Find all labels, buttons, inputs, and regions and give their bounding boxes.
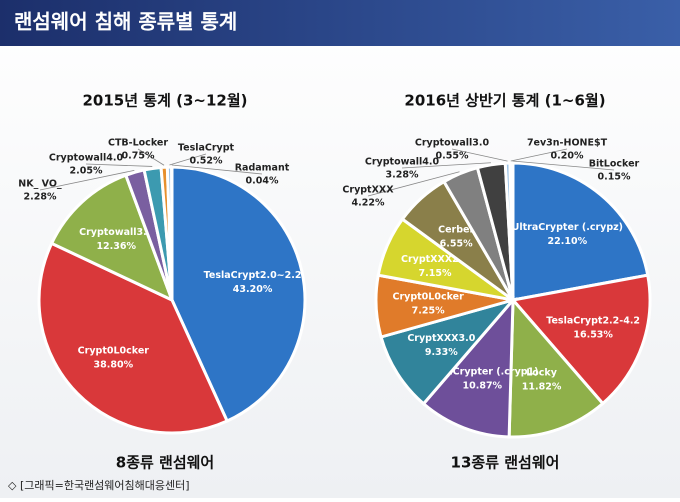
page-title: 랜섬웨어 침해 종류별 통계 xyxy=(14,10,237,34)
slice-label: TeslaCrypt2.2-4.2 xyxy=(546,316,640,327)
slice-value: 38.80% xyxy=(94,359,134,370)
slice-value: 16.53% xyxy=(573,330,613,341)
slice-value: 43.20% xyxy=(233,284,273,295)
chart-subtitle: 8종류 랜섬웨어 xyxy=(116,454,214,472)
slice-label: Cryptowall4.0 xyxy=(49,153,124,164)
slice-label: Crypt0L0cker xyxy=(392,291,464,302)
slice-label: Crypt0L0cker xyxy=(78,345,150,356)
slice-value: 4.22% xyxy=(352,198,385,209)
slice-value: 0.75% xyxy=(122,151,155,162)
slice-label: TeslaCrypt2.0~2.2 xyxy=(204,270,302,281)
slice-label: TeslaCrypt xyxy=(178,143,235,154)
slice-label: Cryptowall4.0 xyxy=(365,157,440,168)
slice-label: Radamant xyxy=(235,163,290,174)
slice-value: 6.55% xyxy=(440,238,473,249)
slice-label: Cryptowall3.0 xyxy=(79,227,154,238)
slice-value: 11.82% xyxy=(522,381,562,392)
slice-value: 7.15% xyxy=(419,268,452,279)
slice-label: NK_ VO_ xyxy=(18,179,62,190)
pie-slice xyxy=(512,163,513,300)
slice-value: 0.04% xyxy=(246,176,279,187)
slice-value: 22.10% xyxy=(548,236,588,247)
slice-label: UltraCrypter (.crypz) xyxy=(512,222,623,233)
caption: ◇ [그래픽=한국랜섬웨어침해대응센터] xyxy=(8,478,190,492)
slice-label: CryptXXX3.0 xyxy=(407,333,475,344)
slice-label: CTB-Locker xyxy=(108,138,168,149)
slice-value: 12.36% xyxy=(96,241,136,252)
slice-value: 0.52% xyxy=(190,156,223,167)
slice-label: Cryptowall3.0 xyxy=(415,138,490,149)
chart-title: 2016년 상반기 통계 (1~6월) xyxy=(404,92,605,110)
slice-value: 10.87% xyxy=(463,381,503,392)
slice-value: 0.15% xyxy=(598,172,631,183)
chart-title: 2015년 통계 (3~12월) xyxy=(83,92,248,110)
slice-label: 7ev3n-HONE$T xyxy=(527,138,608,149)
slice-value: 3.28% xyxy=(386,170,419,181)
slice-value: 2.05% xyxy=(70,166,103,177)
slice-value: 0.20% xyxy=(551,151,584,162)
slice-value: 9.33% xyxy=(425,347,458,358)
slice-value: 0.55% xyxy=(436,151,469,162)
slice-value: 2.28% xyxy=(24,192,57,203)
slice-label: CryptXXX xyxy=(342,185,394,196)
slice-value: 7.25% xyxy=(412,305,445,316)
chart-subtitle: 13종류 랜섬웨어 xyxy=(451,454,560,472)
slice-label: BitLocker xyxy=(589,159,640,170)
